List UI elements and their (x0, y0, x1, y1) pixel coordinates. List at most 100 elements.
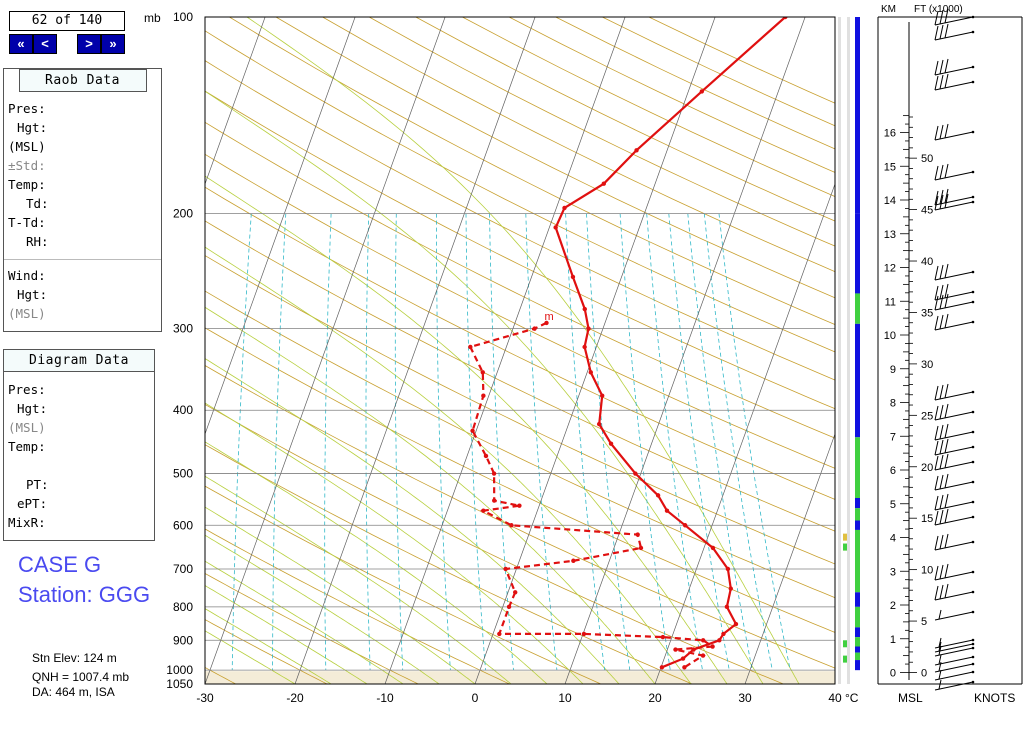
dewpoint-point (491, 471, 497, 476)
raob-data-panel: Raob Data Pres: Hgt: (MSL) ±Std: Temp: T… (3, 68, 162, 332)
wind-barb-icon (934, 453, 975, 471)
wind-barb-icon (934, 58, 975, 76)
dry-adiabat (205, 572, 419, 684)
km-tick-label: 16 (884, 128, 896, 140)
dewpoint-point (581, 631, 587, 637)
cloud-indicator (843, 655, 847, 663)
wind-barb-icon (934, 313, 975, 331)
raob-rh-label: RH: (26, 234, 49, 249)
dewpoint-point (497, 631, 502, 637)
raob-temp-label: Temp: (8, 177, 46, 192)
mixing-ratio-line (718, 213, 791, 671)
km-tick-label: 6 (890, 465, 896, 477)
dewpoint-trace[interactable] (468, 321, 716, 669)
mixing-ratio-line (231, 213, 252, 671)
isotherm (474, 17, 716, 684)
sounding-counter: 62 of 140 (9, 11, 125, 31)
dry-adiabat (0, 17, 145, 684)
temperature-point (634, 148, 639, 153)
isotherm (564, 17, 806, 684)
mixing-ratio-line (272, 213, 287, 671)
temperature-point (608, 441, 614, 446)
dewpoint-point (710, 644, 715, 649)
temperature-point (710, 545, 716, 551)
raob-td-label: Td: (26, 196, 49, 211)
moist-adiabat (205, 534, 440, 684)
mixing-ratio-line (525, 213, 558, 671)
temperature-point (562, 205, 567, 211)
temperature-tick-label: 30 (738, 691, 752, 705)
ft-tick-label: 30 (921, 359, 933, 371)
wind-barb-icon (934, 473, 975, 491)
dewpoint-point (544, 320, 549, 326)
temperature-point (582, 306, 587, 312)
temperature-unit-label: °C (845, 691, 859, 705)
dry-adiabat (205, 528, 510, 684)
mixing-ratio-line (565, 213, 606, 671)
clear-layer-segment (855, 293, 860, 324)
dry-adiabat (205, 121, 835, 439)
dewpoint-point (682, 665, 687, 670)
diagram-msl-label: (MSL) (8, 420, 46, 435)
temperature-tick-label: 0 (472, 691, 479, 705)
dewpoint-point (483, 453, 489, 459)
dry-adiabat (205, 485, 601, 684)
moist-adiabat (246, 17, 800, 684)
cloud-layer-segment (855, 627, 860, 638)
wind-barb-icon (934, 293, 975, 311)
dry-adiabat (205, 60, 835, 381)
temperature-point (664, 508, 670, 513)
km-tick-label: 2 (890, 600, 896, 612)
ft-tick-label: 35 (921, 307, 933, 319)
pressure-tick-label: 800 (173, 600, 193, 614)
km-tick-label: 5 (890, 499, 896, 511)
temperature-point (728, 586, 733, 591)
dewpoint-point (638, 545, 644, 551)
case-name: CASE G (18, 552, 102, 577)
previous-sounding-button[interactable]: < (33, 34, 57, 54)
wind-barb-icon (934, 283, 975, 301)
mixing-ratio-line (106, 214, 143, 671)
moist-adiabat (205, 475, 512, 684)
km-unit-label: KM (881, 4, 896, 15)
dry-adiabat (205, 90, 835, 410)
wind-barb-icon (934, 533, 975, 551)
isotherm (205, 17, 356, 436)
first-sounding-button[interactable]: « (9, 34, 33, 54)
dry-adiabat (275, 17, 835, 299)
cloud-layer-segment (855, 213, 860, 294)
cloud-layer-segment (855, 17, 860, 214)
ft-tick-label: 15 (921, 513, 933, 525)
temperature-point (733, 621, 739, 627)
dry-adiabat (205, 153, 835, 469)
temperature-trace[interactable] (554, 17, 787, 669)
wind-barb-icon (934, 163, 975, 181)
km-tick-label: 4 (890, 533, 896, 545)
wind-barb-icon (934, 493, 975, 511)
last-sounding-button[interactable]: » (101, 34, 125, 54)
temperature-tick-label: 20 (648, 691, 662, 705)
diagram-mixr-label: MixR: (8, 515, 46, 530)
wind-barb-icon (934, 679, 975, 691)
temperature-tick-label: 10 (558, 691, 572, 705)
dry-adiabat (369, 17, 835, 247)
wind-barb-icon (934, 383, 975, 401)
mixing-ratio-line (668, 213, 730, 671)
temperature-point (783, 17, 788, 20)
clear-layer-segment (855, 606, 860, 628)
cloud-strip-track-1 (838, 17, 841, 684)
temperature-point (699, 89, 705, 94)
temperature-point (717, 638, 722, 643)
diagram-data-title: Diagram Data (3, 349, 155, 372)
dewpoint-point (700, 653, 706, 658)
diagram-ept-label: ePT: (17, 496, 48, 511)
dry-adiabat (205, 667, 236, 684)
temperature-point (553, 225, 558, 230)
wind-barb-icon (934, 438, 975, 456)
moist-adiabat (205, 560, 404, 684)
pressure-tick-label: 1000 (166, 663, 193, 677)
next-sounding-button[interactable]: > (77, 34, 101, 54)
temperature-point (659, 665, 665, 670)
cloud-layer-segment (855, 646, 860, 653)
